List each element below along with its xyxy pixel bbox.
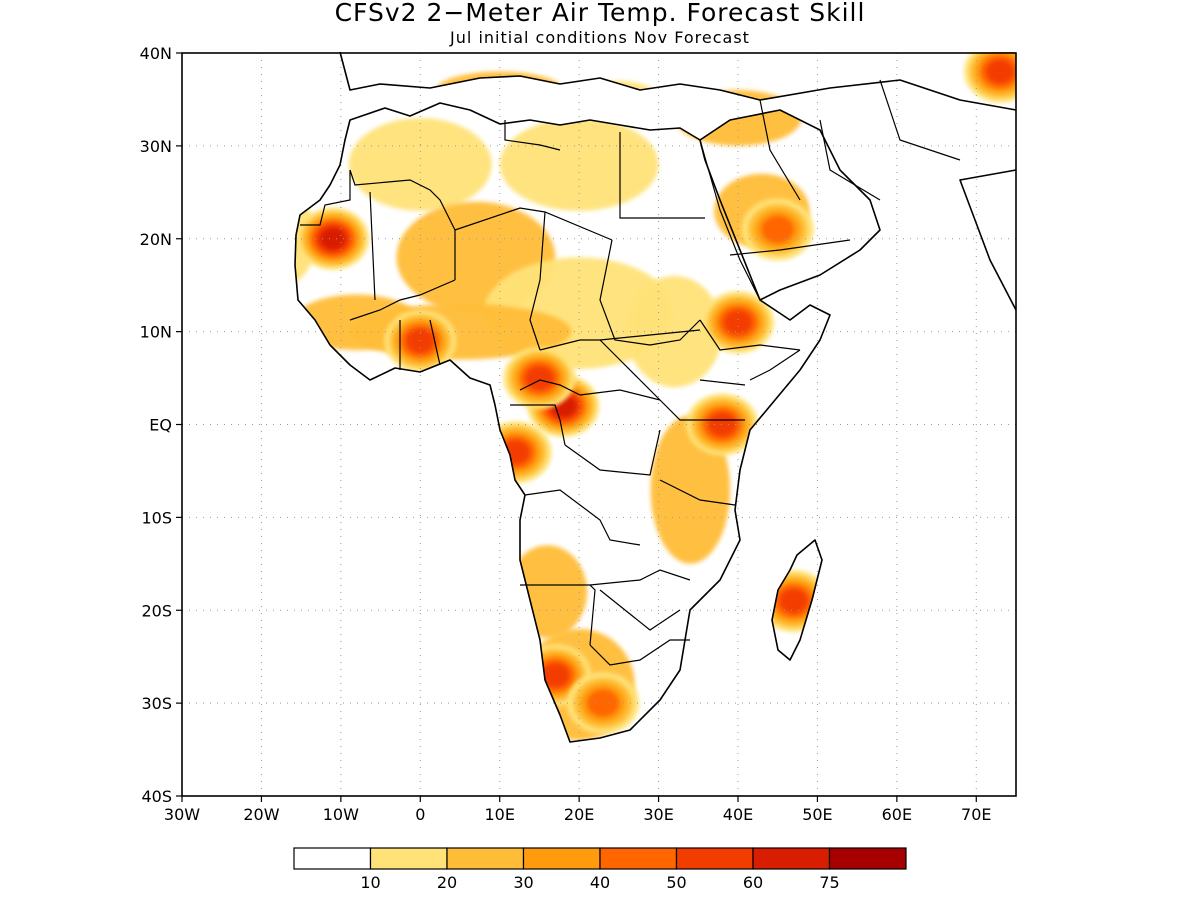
- skill-contour: [319, 227, 346, 250]
- lon-label: 70E: [961, 805, 991, 824]
- colorbar-label: 50: [666, 873, 686, 892]
- map-title: CFSv2 2−Meter Air Temp. Forecast Skill: [334, 0, 866, 27]
- colorbar-label: 10: [360, 873, 380, 892]
- skill-area: [348, 118, 492, 211]
- skill-contour: [525, 365, 554, 391]
- colorbar-swatch: [522, 847, 601, 870]
- lat-label: 40S: [141, 787, 172, 806]
- skill-contour: [723, 310, 753, 335]
- colorbar-swatch: [446, 847, 525, 870]
- lat-label: 20S: [141, 601, 172, 620]
- skill-contour: [779, 588, 808, 614]
- lon-label: 20E: [564, 805, 594, 824]
- lon-label: 30E: [643, 805, 673, 824]
- skill-area: [626, 275, 723, 388]
- skill-contour: [541, 663, 570, 688]
- lat-label: 20N: [140, 230, 172, 249]
- skill-contour: [761, 215, 794, 244]
- lat-label: 30S: [141, 694, 172, 713]
- lat-label: 10S: [141, 508, 172, 527]
- latitude-labels: 40N 30N 20N 10N EQ 10S 20S 30S 40S: [140, 44, 172, 806]
- colorbar-label: 40: [590, 873, 610, 892]
- skill-area: [499, 118, 659, 211]
- coastlines: [294, 51, 1017, 743]
- colorbar-label: 60: [743, 873, 763, 892]
- skill-shading: [295, 52, 1016, 741]
- lon-label: 10W: [323, 805, 359, 824]
- colorbar-label: 20: [437, 873, 457, 892]
- lat-label: 40N: [140, 44, 172, 63]
- colorbar-swatch: [369, 847, 448, 870]
- colorbar-swatch: [293, 847, 372, 870]
- lon-label: 0: [415, 805, 425, 824]
- colorbar-swatch: [675, 847, 754, 870]
- lon-label: 30W: [164, 805, 200, 824]
- colorbar-swatch: [752, 847, 831, 870]
- skill-contour: [707, 412, 737, 437]
- lat-label: EQ: [149, 416, 172, 435]
- colorbar-swatch: [599, 847, 678, 870]
- lon-label: 60E: [882, 805, 912, 824]
- skill-area: [579, 80, 659, 119]
- colorbar: 10 20 30 40 50 60 75: [293, 847, 907, 892]
- colorbar-swatch: [828, 847, 907, 870]
- lon-label: 40E: [723, 805, 753, 824]
- lon-label: 10E: [484, 805, 514, 824]
- skill-contour: [985, 59, 1015, 84]
- longitude-labels: 30W 20W 10W 0 10E 20E 30E 40E 50E 60E 70E: [164, 805, 992, 824]
- map-subtitle: Jul initial conditions Nov Forecast: [450, 28, 750, 47]
- country-borders: [300, 79, 961, 666]
- grid-lines: [176, 52, 1016, 802]
- lat-label: 10N: [140, 323, 172, 342]
- lon-label: 20W: [243, 805, 279, 824]
- lat-label: 30N: [140, 137, 172, 156]
- colorbar-label: 75: [819, 873, 839, 892]
- lon-label: 50E: [802, 805, 832, 824]
- map-frame: [181, 52, 1017, 797]
- colorbar-label: 30: [513, 873, 533, 892]
